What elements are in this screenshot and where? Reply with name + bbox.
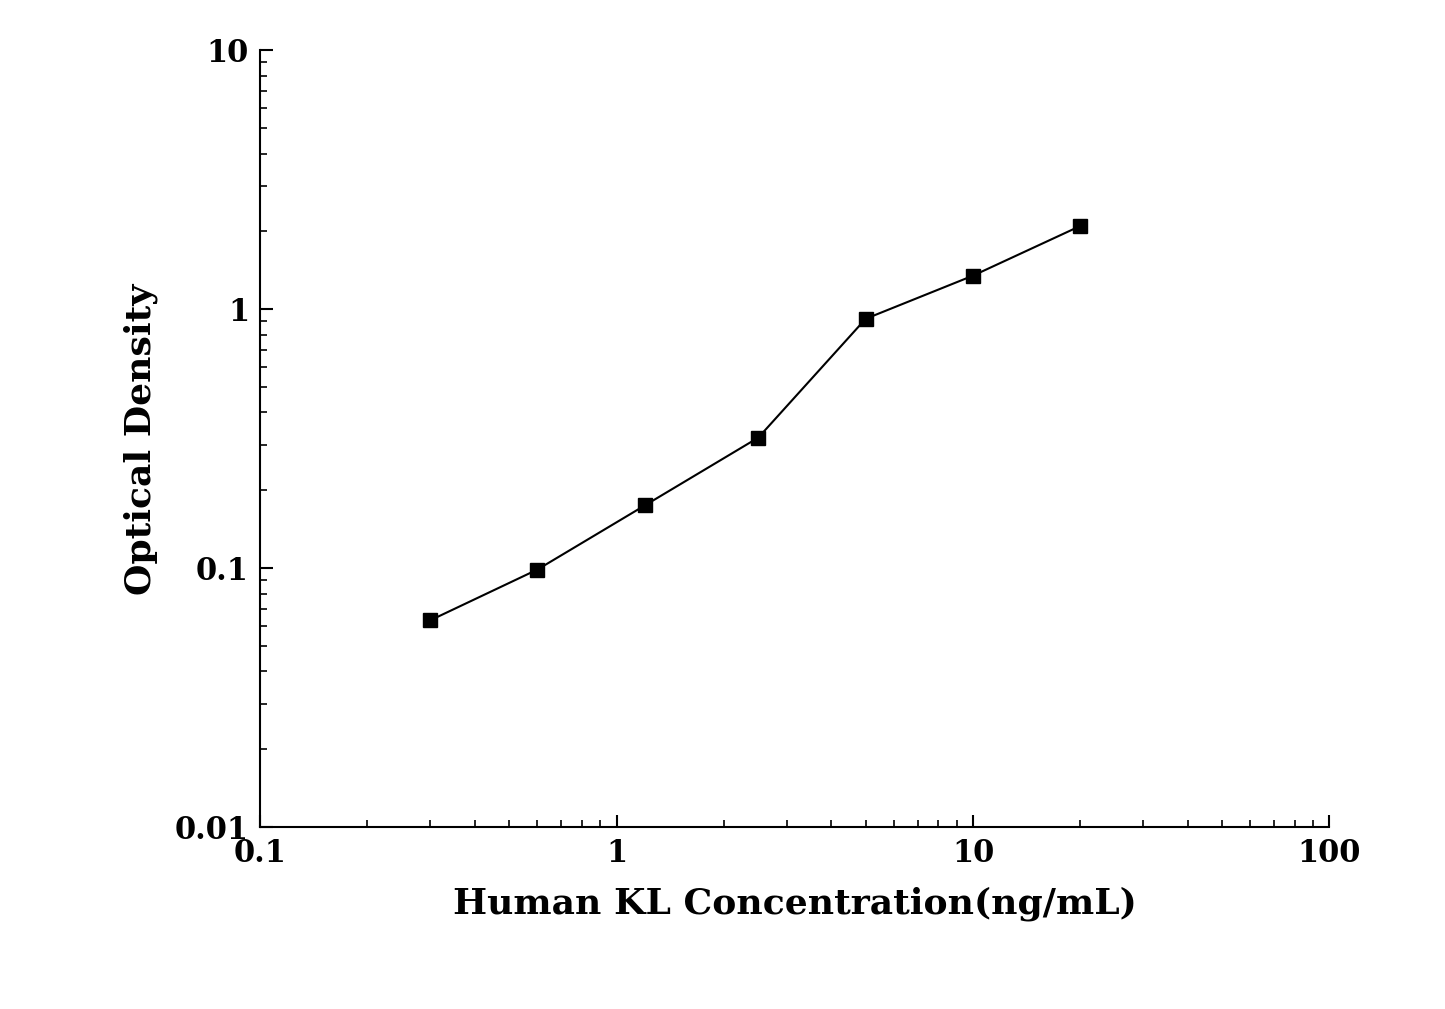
X-axis label: Human KL Concentration(ng/mL): Human KL Concentration(ng/mL) — [452, 886, 1137, 921]
Y-axis label: Optical Density: Optical Density — [124, 284, 159, 594]
